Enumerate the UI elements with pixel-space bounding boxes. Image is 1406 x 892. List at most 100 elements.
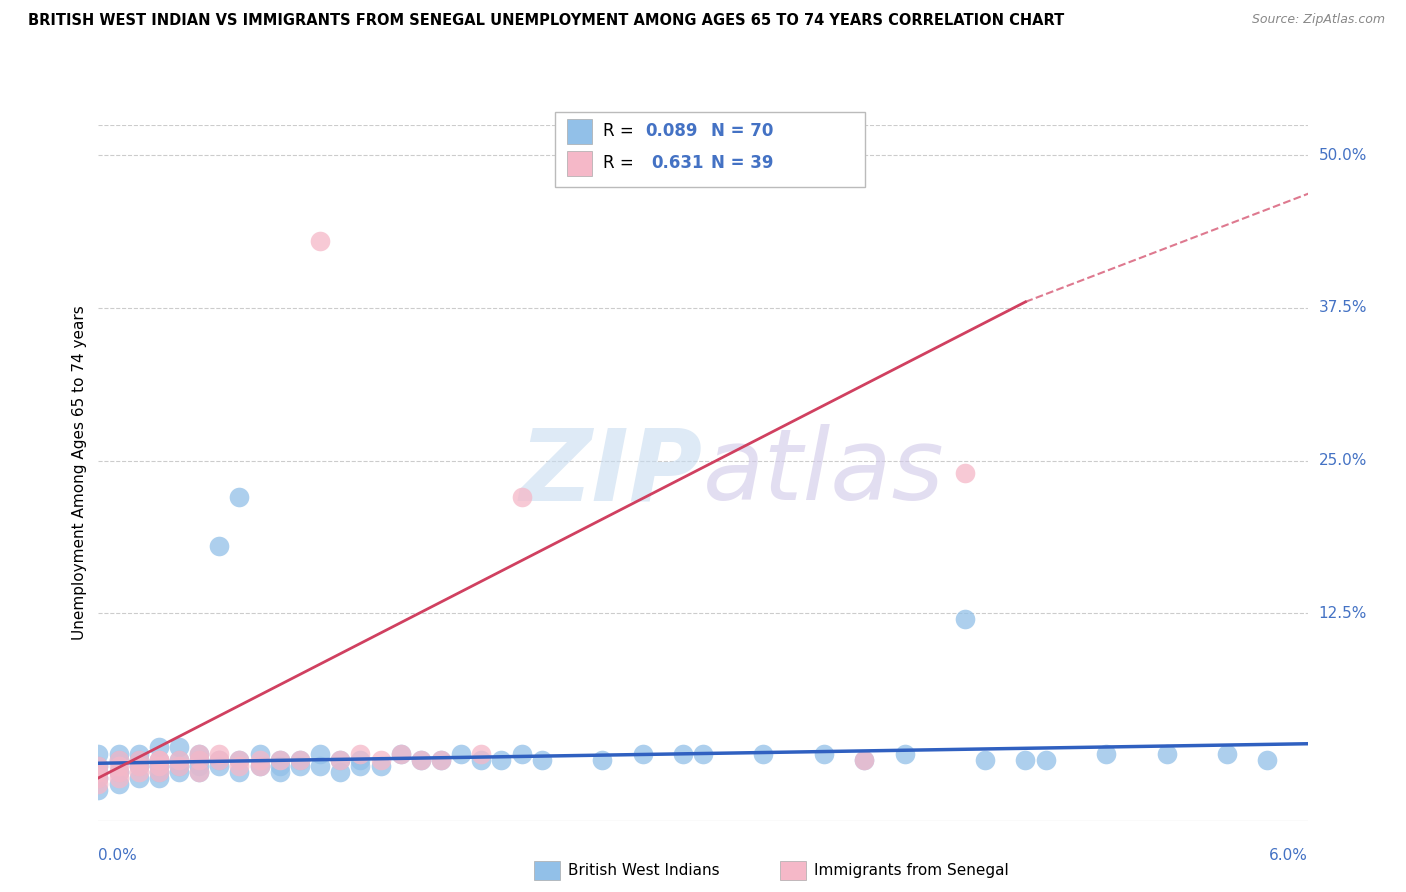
Point — [470, 753, 492, 767]
Point — [188, 753, 211, 767]
Text: 25.0%: 25.0% — [1319, 453, 1367, 468]
Point — [87, 758, 110, 772]
Point — [349, 747, 371, 761]
Point — [107, 764, 129, 779]
Point — [329, 753, 352, 767]
Point — [530, 753, 553, 767]
Point — [288, 753, 311, 767]
Point — [128, 758, 150, 772]
Point — [309, 234, 332, 248]
Point — [148, 753, 170, 767]
Point — [672, 747, 695, 761]
Point — [1095, 747, 1118, 761]
Point — [269, 753, 291, 767]
Point — [107, 777, 129, 791]
Point — [167, 753, 190, 767]
Text: 50.0%: 50.0% — [1319, 148, 1367, 163]
Point — [107, 753, 129, 767]
Point — [148, 753, 170, 767]
Point — [87, 771, 110, 785]
Point — [249, 758, 271, 772]
Point — [228, 758, 250, 772]
Point — [107, 764, 129, 779]
Point — [128, 753, 150, 767]
Point — [128, 747, 150, 761]
Point — [87, 777, 110, 791]
Point — [430, 753, 453, 767]
Point — [329, 764, 352, 779]
Point — [409, 753, 432, 767]
Point — [128, 753, 150, 767]
Point — [309, 758, 332, 772]
Point — [1014, 753, 1036, 767]
Point — [349, 758, 371, 772]
Point — [430, 753, 453, 767]
Point — [107, 747, 129, 761]
Text: Immigrants from Senegal: Immigrants from Senegal — [814, 863, 1010, 878]
Point — [752, 747, 775, 761]
Point — [128, 764, 150, 779]
Point — [167, 740, 190, 755]
Point — [953, 612, 976, 626]
Point — [87, 764, 110, 779]
Point — [228, 753, 250, 767]
Point — [228, 753, 250, 767]
Point — [370, 753, 392, 767]
Point — [853, 753, 876, 767]
Point — [228, 490, 250, 504]
Point — [188, 764, 211, 779]
Point — [188, 758, 211, 772]
Point — [269, 764, 291, 779]
Point — [591, 753, 613, 767]
Point — [953, 466, 976, 480]
Point — [167, 764, 190, 779]
Point — [269, 758, 291, 772]
Text: R =: R = — [603, 154, 644, 172]
Point — [249, 758, 271, 772]
Point — [208, 747, 231, 761]
Point — [491, 753, 513, 767]
Point — [188, 747, 211, 761]
Point — [87, 783, 110, 797]
Text: British West Indians: British West Indians — [568, 863, 720, 878]
Point — [510, 490, 533, 504]
Point — [208, 758, 231, 772]
Point — [370, 758, 392, 772]
Point — [107, 753, 129, 767]
Point — [974, 753, 997, 767]
Point — [1156, 747, 1178, 761]
Point — [167, 753, 190, 767]
Point — [349, 753, 371, 767]
Point — [148, 764, 170, 779]
Text: 37.5%: 37.5% — [1319, 301, 1367, 316]
Point — [148, 758, 170, 772]
Point — [853, 753, 876, 767]
Point — [188, 747, 211, 761]
Text: ZIP: ZIP — [520, 425, 703, 521]
Text: 6.0%: 6.0% — [1268, 848, 1308, 863]
Text: 12.5%: 12.5% — [1319, 606, 1367, 621]
Point — [208, 753, 231, 767]
Point — [1256, 753, 1278, 767]
Point — [389, 747, 412, 761]
Point — [309, 747, 332, 761]
Point — [148, 758, 170, 772]
Point — [450, 747, 472, 761]
Point — [167, 758, 190, 772]
Point — [288, 753, 311, 767]
Point — [87, 747, 110, 761]
Text: Source: ZipAtlas.com: Source: ZipAtlas.com — [1251, 13, 1385, 27]
Point — [167, 758, 190, 772]
Point — [128, 771, 150, 785]
Point — [208, 753, 231, 767]
Point — [288, 758, 311, 772]
Point — [389, 747, 412, 761]
Point — [1035, 753, 1057, 767]
Point — [107, 758, 129, 772]
Point — [269, 753, 291, 767]
Point — [87, 758, 110, 772]
Point — [329, 753, 352, 767]
Point — [631, 747, 654, 761]
Text: N = 70: N = 70 — [711, 122, 773, 140]
Point — [470, 747, 492, 761]
